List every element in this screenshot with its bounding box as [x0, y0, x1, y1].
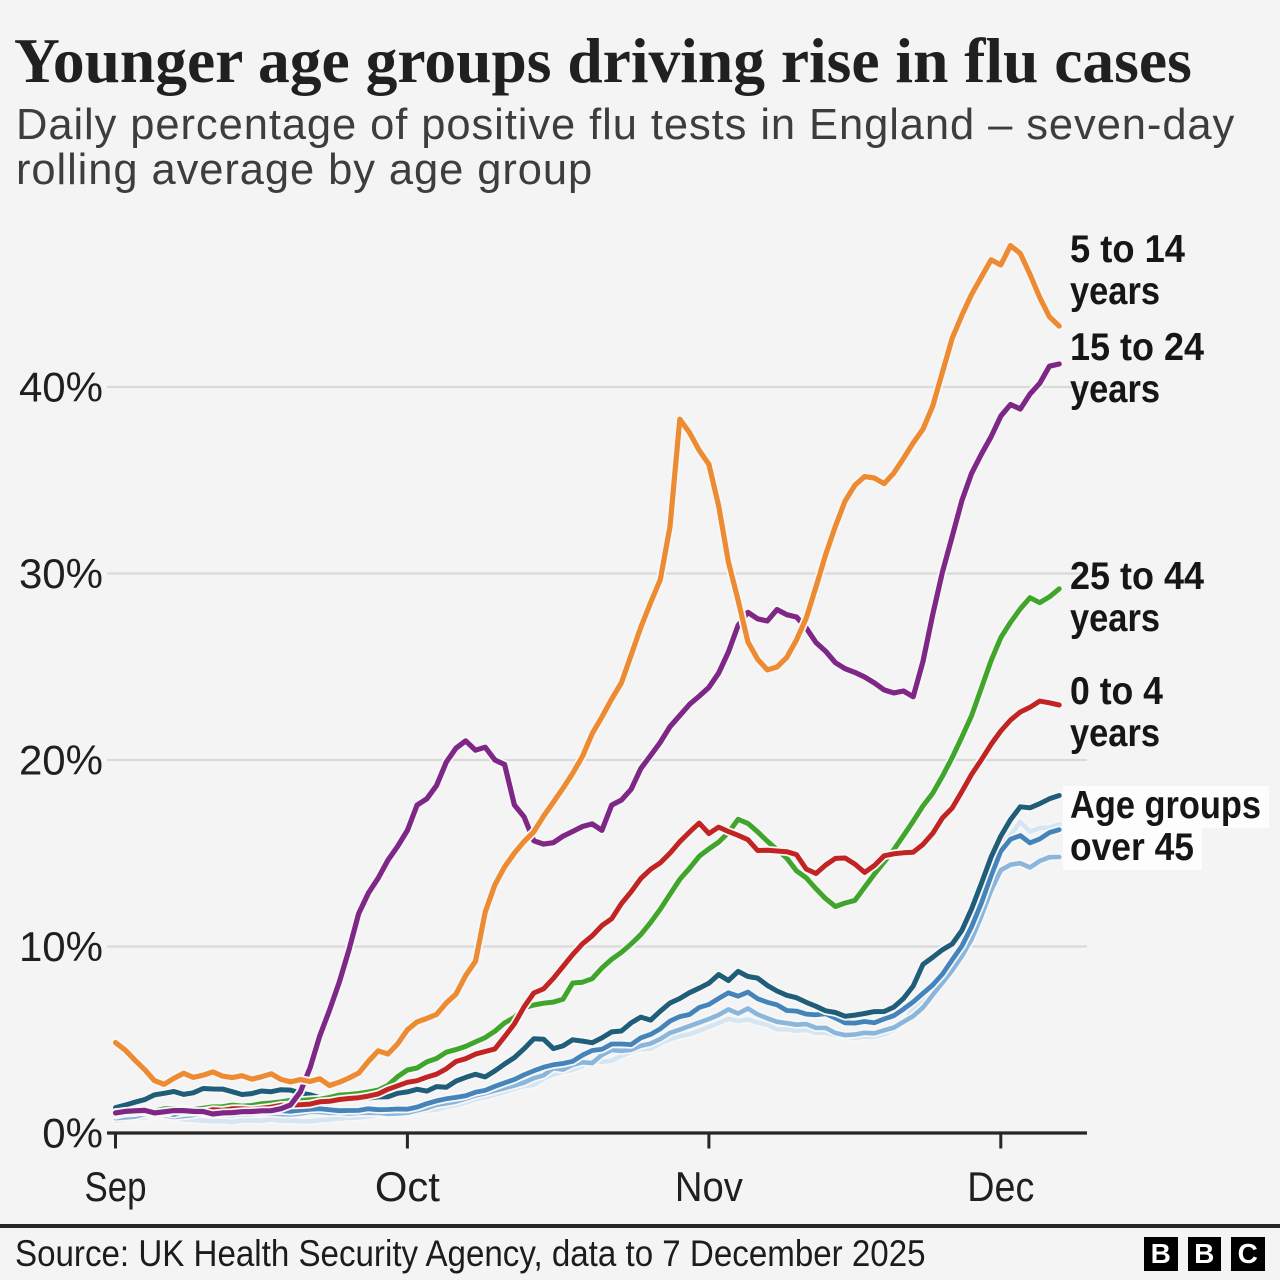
svg-text:5 to 14: 5 to 14: [1070, 228, 1185, 271]
svg-text:30%: 30%: [19, 550, 103, 597]
svg-text:Nov: Nov: [675, 1163, 743, 1210]
svg-text:25 to 44: 25 to 44: [1070, 555, 1204, 598]
svg-text:40%: 40%: [19, 364, 103, 411]
svg-text:0 to 4: 0 to 4: [1070, 670, 1163, 713]
svg-text:10%: 10%: [19, 923, 103, 970]
svg-text:years: years: [1070, 368, 1160, 411]
svg-text:0%: 0%: [42, 1110, 103, 1157]
svg-text:over 45: over 45: [1070, 826, 1194, 869]
svg-text:20%: 20%: [19, 737, 103, 784]
svg-text:15 to 24: 15 to 24: [1070, 326, 1204, 369]
svg-text:Dec: Dec: [967, 1163, 1034, 1210]
svg-text:Sep: Sep: [85, 1163, 147, 1210]
svg-text:years: years: [1070, 597, 1160, 640]
svg-text:Age groups: Age groups: [1070, 784, 1261, 827]
svg-text:years: years: [1070, 712, 1160, 755]
svg-text:Oct: Oct: [375, 1163, 440, 1210]
svg-text:years: years: [1070, 270, 1160, 313]
